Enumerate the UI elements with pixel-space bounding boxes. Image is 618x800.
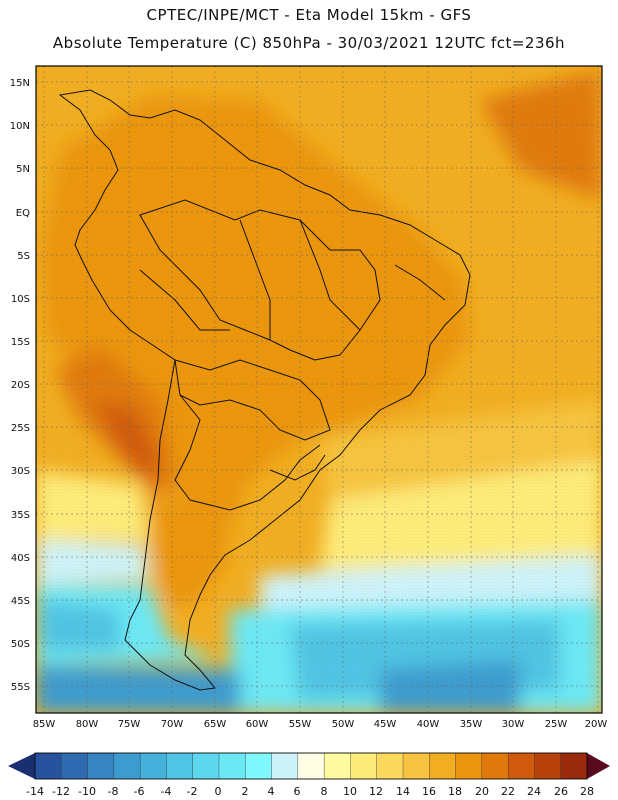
lat-label: 10N	[10, 121, 30, 132]
colorbar-cells	[34, 752, 588, 780]
colorbar-tick: 18	[448, 785, 462, 798]
lat-label: 55S	[11, 682, 30, 693]
colorbar-cell	[192, 752, 220, 780]
lon-label: 65W	[204, 719, 227, 730]
colorbar-tick: 14	[396, 785, 410, 798]
colorbar-cell	[61, 752, 89, 780]
lat-label: 30S	[11, 466, 30, 477]
temperature-map: 15N 10N 5N EQ 5S 10S 15S 20S 25S 30S 35S…	[10, 65, 608, 730]
lat-label: 40S	[11, 553, 30, 564]
lat-label: 20S	[11, 380, 30, 391]
colorbar-tick: 20	[475, 785, 489, 798]
colorbar-tick: 16	[422, 785, 436, 798]
lat-label: 5S	[17, 251, 30, 262]
lon-label: 25W	[545, 719, 568, 730]
lon-label: 45W	[374, 719, 397, 730]
colorbar-tick: -4	[161, 785, 172, 798]
lon-label: 80W	[76, 719, 99, 730]
colorbar-tick: -12	[52, 785, 70, 798]
map-frame	[35, 65, 603, 714]
colorbar-cell	[481, 752, 509, 780]
lat-label: 50S	[11, 639, 30, 650]
chart-title-line-1: CPTEC/INPE/MCT - Eta Model 15km - GFS	[146, 6, 472, 24]
lon-label: 40W	[417, 719, 440, 730]
colorbar-cell	[507, 752, 535, 780]
colorbar-min-arrow	[8, 753, 35, 779]
lon-label: 70W	[161, 719, 184, 730]
colorbar-tick: -8	[108, 785, 119, 798]
lat-label: 25S	[11, 423, 30, 434]
lat-label: 15S	[11, 337, 30, 348]
colorbar-cell	[271, 752, 299, 780]
colorbar-cell	[560, 752, 588, 780]
colorbar-tick: 0	[215, 785, 222, 798]
colorbar-max-arrow	[587, 753, 610, 779]
colorbar-cell	[113, 752, 141, 780]
lon-label: 35W	[460, 719, 483, 730]
colorbar-cell	[376, 752, 404, 780]
colorbar-tick: -10	[78, 785, 96, 798]
lon-label: 55W	[289, 719, 312, 730]
colorbar-cell	[429, 752, 457, 780]
colorbar-tick: -6	[134, 785, 145, 798]
lat-label: 5N	[16, 164, 30, 175]
colorbar-cell	[166, 752, 194, 780]
colorbar-cell	[455, 752, 483, 780]
lat-label: 45S	[11, 596, 30, 607]
colorbar-cell	[245, 752, 273, 780]
lon-label: 75W	[118, 719, 141, 730]
colorbar-tick: -2	[187, 785, 198, 798]
colorbar-cell	[323, 752, 351, 780]
colorbar-tick: 26	[554, 785, 568, 798]
lon-label: 50W	[332, 719, 355, 730]
colorbar-cell	[87, 752, 115, 780]
colorbar-cell	[297, 752, 325, 780]
lat-label: 15N	[10, 78, 30, 89]
chart-title-line-2: Absolute Temperature (C) 850hPa - 30/03/…	[52, 34, 566, 52]
colorbar-tick: -14	[26, 785, 44, 798]
colorbar-tick: 12	[369, 785, 383, 798]
colorbar-cell	[534, 752, 562, 780]
colorbar-tick: 24	[527, 785, 541, 798]
colorbar-cell	[402, 752, 430, 780]
lat-label: EQ	[16, 208, 30, 219]
colorbar-cell	[218, 752, 246, 780]
colorbar-cell	[350, 752, 378, 780]
lon-label: 30W	[502, 719, 525, 730]
lat-label: 35S	[11, 510, 30, 521]
colorbar-tick: 2	[242, 785, 249, 798]
lon-label: 20W	[585, 719, 608, 730]
lat-lon-grid	[36, 66, 602, 713]
colorbar-cell	[139, 752, 167, 780]
lon-label: 85W	[33, 719, 56, 730]
lat-label: 10S	[11, 294, 30, 305]
colorbar-tick: 10	[343, 785, 357, 798]
colorbar-tick: 4	[268, 785, 275, 798]
colorbar-tick: 28	[580, 785, 594, 798]
colorbar-tick: 22	[501, 785, 515, 798]
colorbar-cell	[34, 752, 62, 780]
colorbar-tick: 6	[294, 785, 301, 798]
coastlines	[58, 89, 471, 691]
colorbar-tick: 8	[321, 785, 328, 798]
color-scale-legend: -14 -12 -10 -8 -6 -4 -2 0 2 4 6 8 10 12 …	[8, 752, 610, 798]
lon-label: 60W	[246, 719, 269, 730]
